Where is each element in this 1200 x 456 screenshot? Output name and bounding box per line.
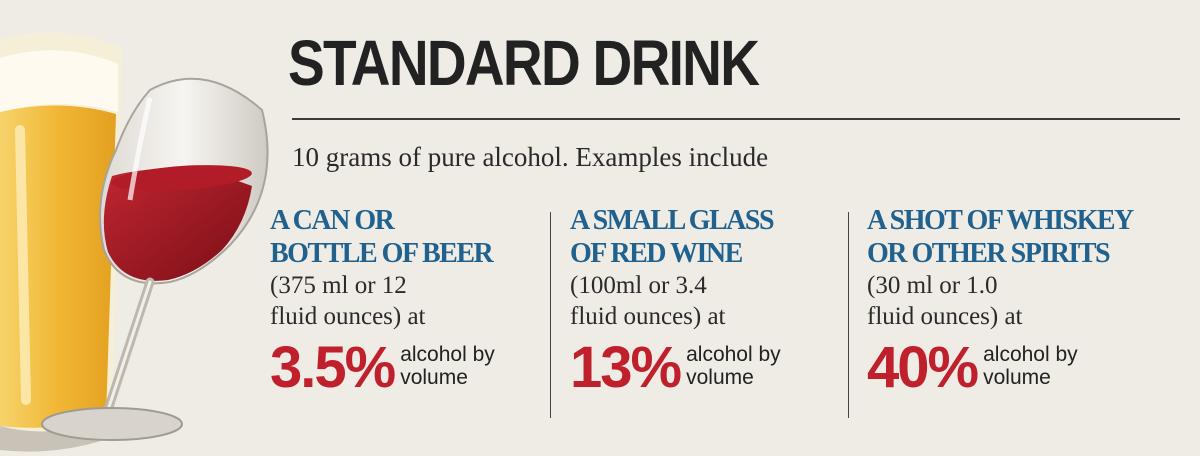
abv-unit-label: alcohol by volume <box>686 343 781 389</box>
beer-heading: A CAN OR BOTTLE OF BEER <box>270 205 494 269</box>
abv-unit-label: alcohol by volume <box>983 343 1078 389</box>
page-title: STANDARD DRINK <box>288 27 760 99</box>
wine-heading: A SMALL GLASS OF RED WINE <box>570 205 775 269</box>
wine-abv-percent: 13% <box>570 335 682 400</box>
wine-abv: 13% alcohol by volume <box>570 338 781 398</box>
column-divider <box>848 212 849 418</box>
column-divider <box>550 212 551 418</box>
spirits-volume-text: (30 ml or 1.0 fluid ounces) at <box>867 272 1023 330</box>
spirits-heading: A SHOT OF WHISKEY OR OTHER SPIRITS <box>867 205 1134 269</box>
beer-example: A CAN OR BOTTLE OF BEER (375 ml or 12 fl… <box>270 204 495 398</box>
drinks-illustration <box>0 32 269 452</box>
beer-abv: 3.5% alcohol by volume <box>270 338 495 398</box>
wine-example: A SMALL GLASS OF RED WINE (100ml or 3.4 … <box>570 204 781 398</box>
abv-unit-label: alcohol by volume <box>400 343 495 389</box>
wine-volume-text: (100ml or 3.4 fluid ounces) at <box>570 272 726 330</box>
spirits-abv-percent: 40% <box>867 335 979 400</box>
wine-glass <box>41 77 269 441</box>
beer-glass <box>0 32 122 452</box>
spirits-abv: 40% alcohol by volume <box>867 338 1133 398</box>
beer-abv-percent: 3.5% <box>270 335 396 400</box>
beer-volume-text: (375 ml or 12 fluid ounces) at <box>270 272 426 330</box>
title-divider <box>292 118 1180 120</box>
spirits-example: A SHOT OF WHISKEY OR OTHER SPIRITS (30 m… <box>867 204 1134 398</box>
subtitle: 10 grams of pure alcohol. Examples inclu… <box>292 142 769 172</box>
